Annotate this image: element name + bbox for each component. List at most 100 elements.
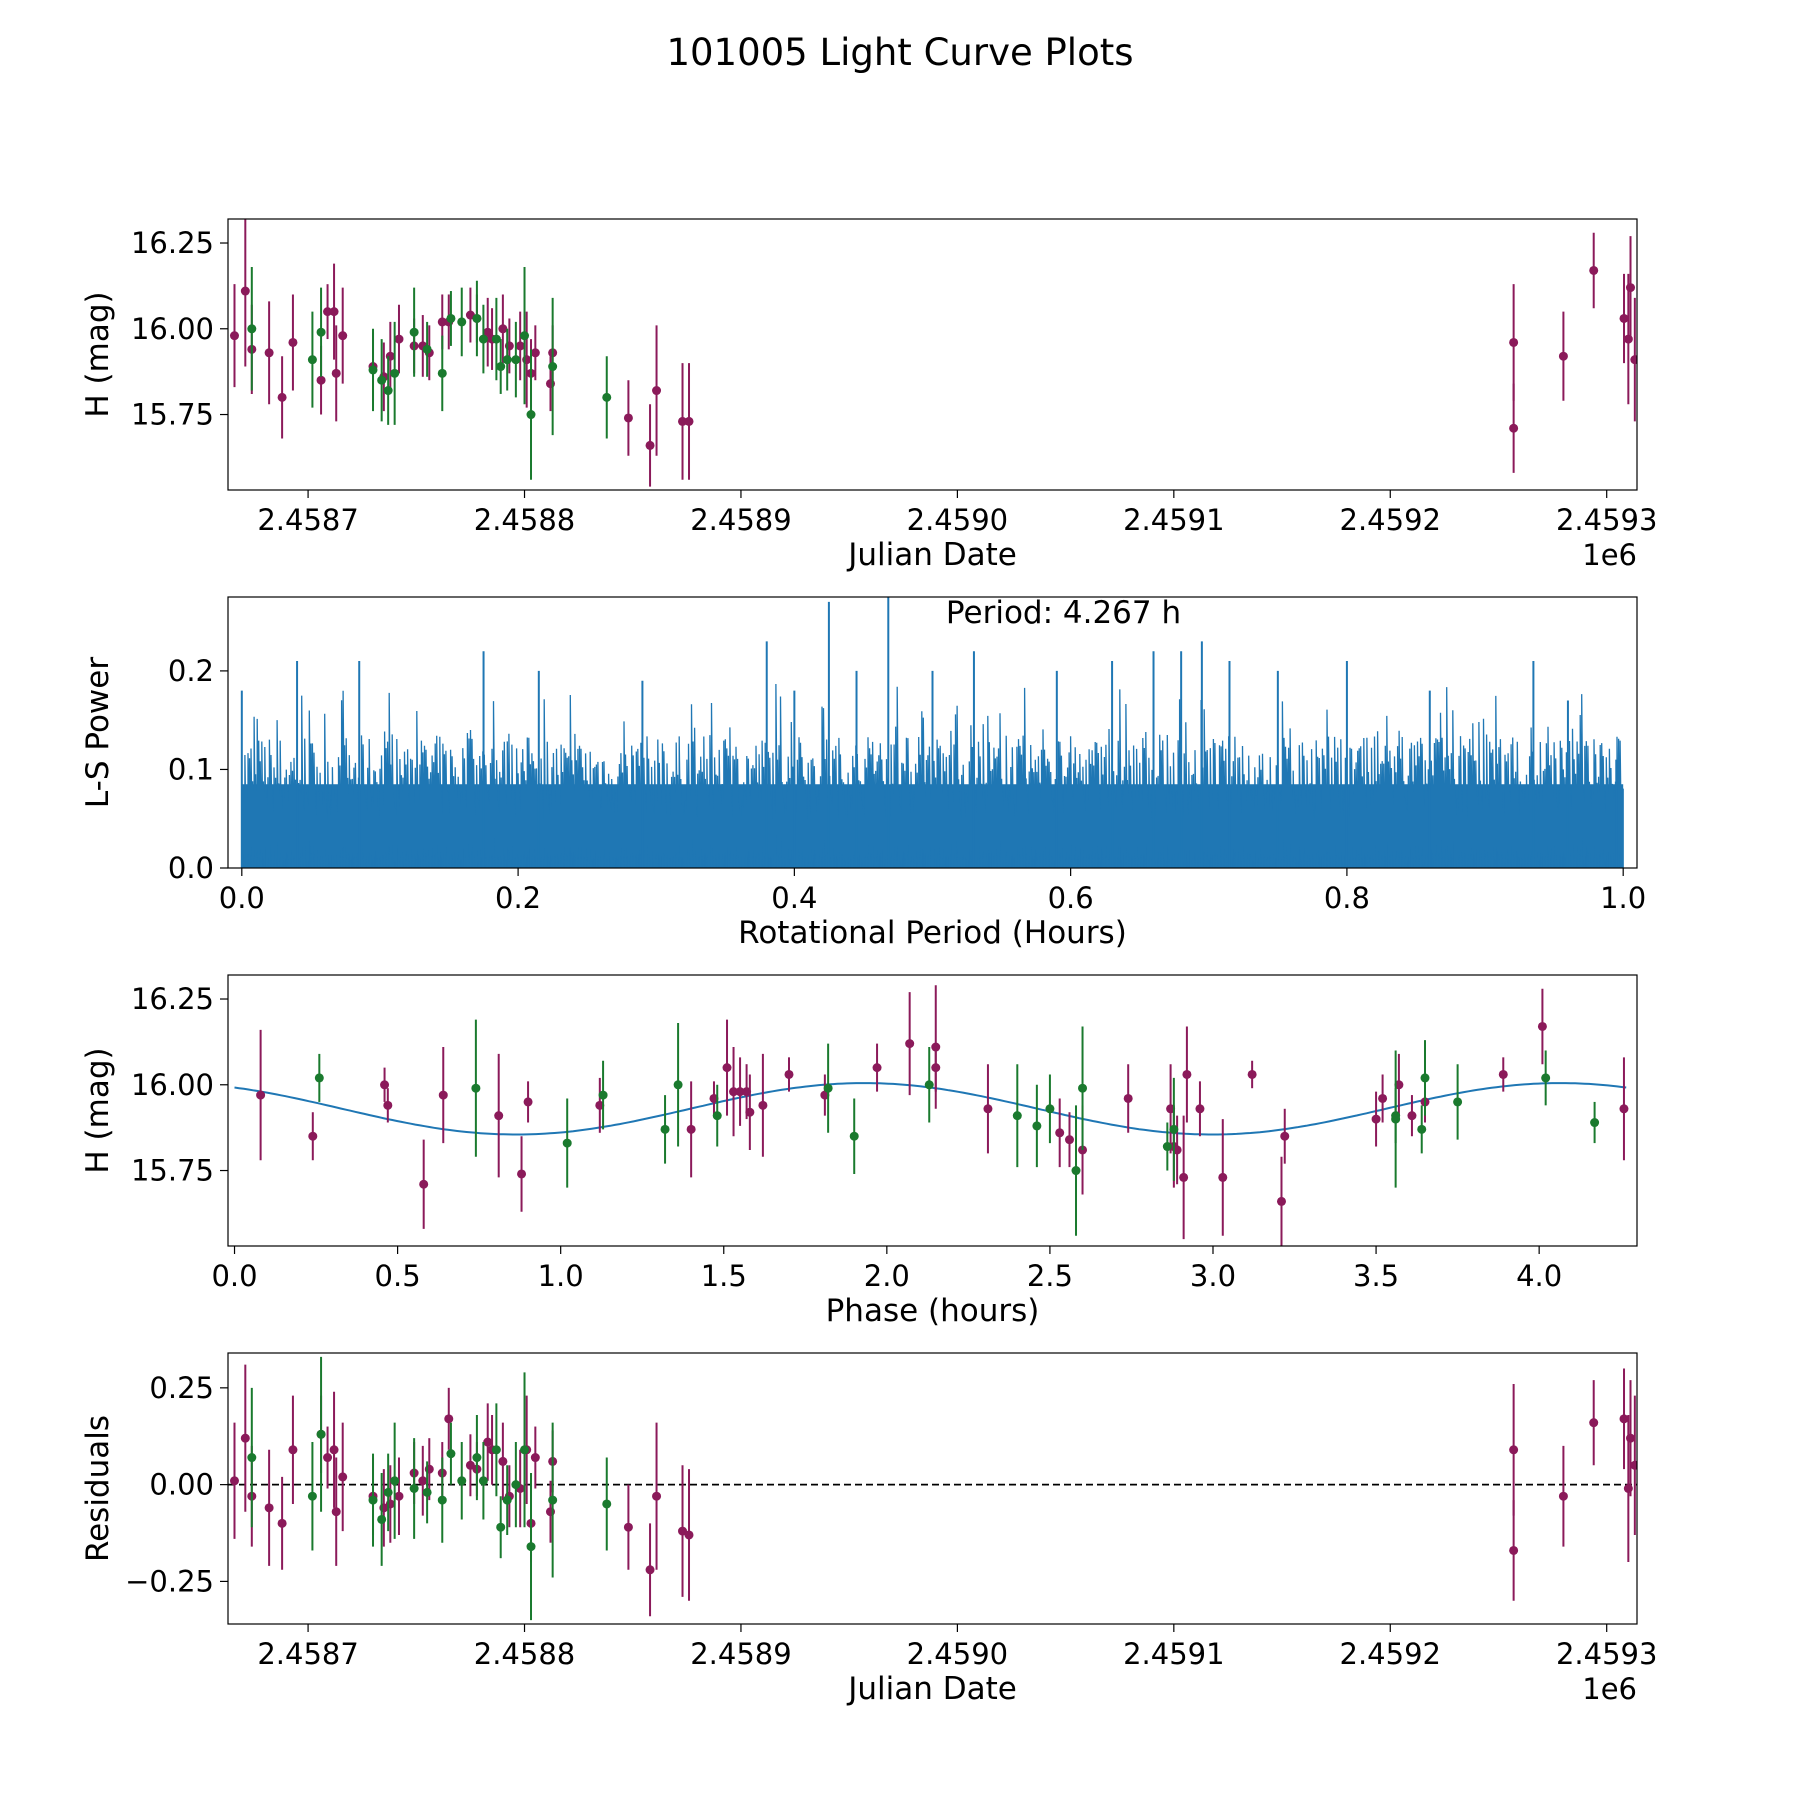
data-point (502, 1495, 512, 1505)
y-tick-label: 0.2 (168, 654, 214, 688)
data-point (1280, 1131, 1290, 1141)
data-point (652, 386, 662, 396)
x-tick-label: 0.8 (1324, 881, 1370, 915)
y-axis-label: H (mag) (80, 1047, 116, 1173)
figure-title: 101005 Light Curve Plots (666, 31, 1133, 74)
x-tick-label: 2.4588 (474, 1637, 575, 1671)
data-point (1590, 1118, 1600, 1128)
data-point (418, 1476, 428, 1486)
data-point (1162, 1142, 1172, 1152)
data-point (307, 1491, 317, 1501)
x-tick-label: 2.4593 (1556, 1637, 1657, 1671)
x-tick-label: 2.4592 (1340, 503, 1441, 537)
x-tick-label: 2.0 (864, 1259, 910, 1293)
x-tick-label: 0.0 (219, 881, 265, 915)
data-point (1509, 423, 1519, 433)
data-point (438, 1090, 448, 1100)
data-point (316, 327, 326, 337)
data-point (905, 1039, 915, 1049)
x-tick-label: 2.4593 (1556, 503, 1657, 537)
data-point (288, 1445, 298, 1455)
x-tick-label: 2.4587 (257, 503, 358, 537)
data-point (820, 1090, 830, 1100)
data-point (1179, 1172, 1189, 1182)
x-tick-label: 4.0 (1516, 1259, 1562, 1293)
plot-area (234, 985, 1629, 1246)
x-offset-label: 1e6 (1582, 538, 1637, 572)
series-band-b (247, 1356, 612, 1621)
y-tick-label: 16.25 (131, 982, 214, 1016)
x-tick-label: 2.4590 (907, 503, 1008, 537)
data-point (437, 368, 447, 378)
x-axis-label: Julian Date (846, 1671, 1017, 1707)
data-point (623, 413, 633, 423)
data-point (548, 1495, 558, 1505)
panel-phased-light-curve: 0.0 0.5 1.0 1.5 2.0 2.5 3.0 3.5 4.0 15.75 16.00 16.… (80, 974, 1638, 1329)
data-point (1166, 1104, 1176, 1114)
data-point (1453, 1097, 1463, 1107)
x-tick-label: 2.4591 (1123, 1637, 1224, 1671)
data-point (247, 1453, 257, 1463)
data-point (498, 324, 508, 334)
data-point (472, 313, 482, 323)
x-tick-label: 0.4 (771, 881, 817, 915)
data-point (329, 307, 339, 317)
data-point (1498, 1069, 1508, 1079)
data-point (1169, 1124, 1179, 1134)
x-axis-label: Phase (hours) (826, 1293, 1040, 1329)
x-tick-label: 2.4592 (1340, 1637, 1441, 1671)
data-point (595, 1100, 605, 1110)
data-point (390, 368, 400, 378)
data-point (380, 1080, 390, 1090)
y-tick-label: 16.25 (131, 226, 214, 260)
data-point (383, 1487, 393, 1497)
data-point (1012, 1111, 1022, 1121)
y-tick-label: 0.1 (168, 752, 214, 786)
data-point (1045, 1104, 1055, 1114)
x-tick-label: 1.5 (701, 1259, 747, 1293)
data-point (331, 368, 341, 378)
data-point (498, 1456, 508, 1466)
data-point (520, 331, 530, 341)
y-axis-label: Residuals (80, 1415, 116, 1562)
data-point (1078, 1083, 1088, 1093)
data-point (1589, 1418, 1599, 1428)
data-point (383, 386, 393, 396)
data-point (314, 1073, 324, 1083)
series-band-b (247, 267, 612, 480)
data-point (745, 1107, 755, 1117)
data-point (323, 307, 333, 317)
data-point (338, 1472, 348, 1482)
data-point (526, 1542, 536, 1552)
data-point (419, 1179, 429, 1189)
data-point (240, 286, 250, 296)
data-point (491, 1445, 501, 1455)
data-point (1172, 1145, 1182, 1155)
data-point (240, 1433, 250, 1443)
data-point (377, 375, 387, 385)
y-tick-label: −0.25 (125, 1564, 214, 1598)
data-point (1247, 1069, 1257, 1079)
data-point (444, 1414, 454, 1424)
data-point (515, 341, 525, 351)
data-point (562, 1138, 572, 1148)
panels: 2.4587 2.4588 2.4589 2.4590 2.4591 2.4592 2.45… (80, 218, 1657, 1707)
x-tick-label: 2.4588 (474, 503, 575, 537)
data-point (1123, 1093, 1133, 1103)
data-point (602, 392, 612, 402)
data-point (517, 1169, 527, 1179)
axes-frame (227, 218, 1638, 491)
series-band-b (314, 1019, 1600, 1236)
data-point (331, 1507, 341, 1517)
data-point (931, 1063, 941, 1073)
data-point (823, 1083, 833, 1093)
data-point (652, 1491, 662, 1501)
y-tick-label: 0.00 (149, 1468, 214, 1502)
y-axis-label: H (mag) (80, 291, 116, 417)
period-annotation: Period: 4.267 h (946, 595, 1181, 631)
data-point (264, 1503, 274, 1513)
x-tick-label: 2.4591 (1123, 503, 1224, 537)
data-point (530, 1453, 540, 1463)
data-point (323, 1453, 333, 1463)
